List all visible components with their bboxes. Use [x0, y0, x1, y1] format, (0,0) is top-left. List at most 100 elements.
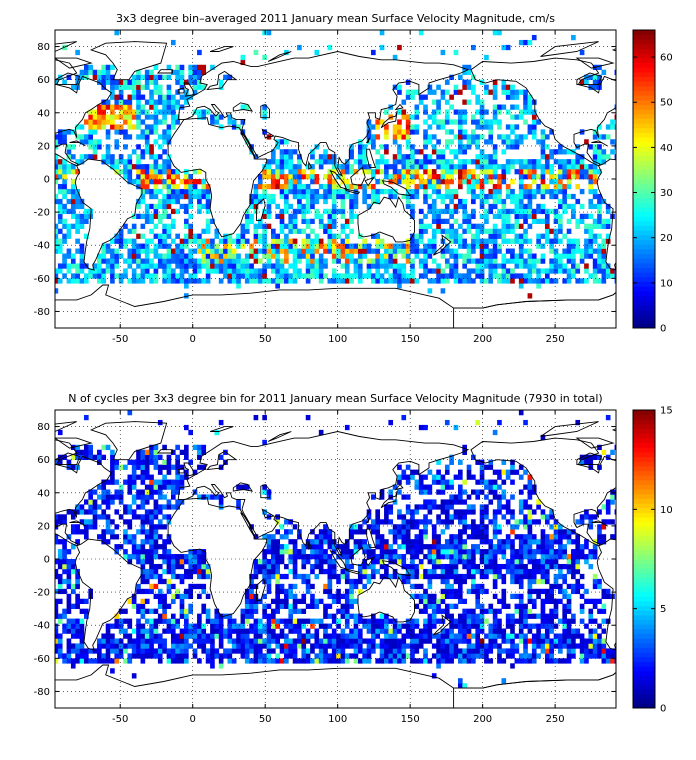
- bin-cell: [292, 623, 298, 629]
- bin-cell: [92, 124, 98, 130]
- bin-cell: [349, 563, 354, 570]
- bin-cell: [388, 648, 394, 654]
- bin-cell: [392, 174, 398, 180]
- bin-cell: [79, 258, 85, 264]
- bin-cell: [558, 164, 563, 170]
- bin-cell: [579, 554, 585, 560]
- bin-cell: [562, 233, 568, 239]
- bin-cell: [427, 243, 433, 249]
- bin-cell: [327, 248, 333, 254]
- bin-cell: [357, 149, 363, 155]
- bin-cell: [253, 598, 259, 604]
- bin-cell: [55, 134, 59, 140]
- bin-cell: [527, 658, 533, 664]
- bin-cell: [205, 633, 211, 639]
- bin-cell: [149, 559, 154, 565]
- bin-cell: [305, 188, 311, 195]
- bin-cell: [371, 188, 376, 195]
- bin-cell: [110, 94, 115, 100]
- bin-cell: [331, 213, 337, 220]
- bin-cell: [118, 154, 124, 160]
- bin-cell: [157, 243, 163, 249]
- bin-cell: [292, 174, 298, 180]
- bin-cell: [66, 623, 72, 629]
- bin-cell: [179, 563, 185, 570]
- bin-cell: [353, 598, 359, 604]
- bin-cell: [288, 628, 294, 634]
- bin-cell: [475, 109, 481, 115]
- bin-cell: [214, 618, 220, 624]
- bin-cell: [79, 253, 85, 259]
- bin-cell: [257, 653, 263, 659]
- bin-cell: [62, 554, 67, 560]
- bin-cell: [466, 648, 472, 654]
- bin-cell: [484, 139, 489, 145]
- bin-cell: [270, 633, 276, 639]
- bin-cell: [249, 268, 254, 274]
- bin-cell: [392, 638, 398, 644]
- bin-cell: [153, 653, 159, 659]
- bin-cell: [188, 248, 194, 254]
- coastline: [206, 70, 238, 91]
- bin-cell: [144, 164, 150, 170]
- bin-cell: [253, 653, 259, 659]
- bin-cell: [249, 248, 254, 254]
- bin-cell: [475, 618, 481, 624]
- bin-cell: [544, 144, 550, 150]
- bin-cell: [162, 559, 167, 565]
- bin-cell: [162, 273, 167, 279]
- bin-cell: [70, 563, 76, 570]
- bin-cell: [531, 554, 537, 560]
- bin-cell: [292, 638, 298, 644]
- bin-cell: [62, 193, 67, 200]
- bin-cell: [149, 633, 154, 639]
- bin-cell: [492, 613, 498, 619]
- bin-cell: [114, 84, 120, 90]
- bin-cell: [397, 559, 402, 565]
- bin-cell: [301, 593, 307, 600]
- bin-cell: [153, 554, 159, 560]
- bin-cell: [540, 164, 546, 170]
- bin-cell: [127, 134, 133, 140]
- bin-cell: [214, 653, 220, 659]
- bin-cell: [270, 544, 276, 550]
- bin-cell: [197, 583, 202, 590]
- bin-cell: [114, 549, 120, 555]
- bin-cell: [466, 248, 472, 254]
- bin-cell: [510, 554, 515, 560]
- bin-cell: [549, 544, 554, 550]
- bin-cell: [140, 633, 146, 639]
- bin-cell: [305, 198, 311, 205]
- bin-cell: [114, 544, 120, 550]
- bin-cell: [214, 228, 220, 234]
- bin-cell: [436, 268, 441, 274]
- bin-cell: [501, 588, 507, 595]
- bin-cell: [518, 89, 524, 95]
- bin-cell: [523, 104, 528, 110]
- bin-cell: [549, 658, 554, 664]
- bin-cell: [379, 243, 385, 249]
- bin-cell: [110, 529, 115, 535]
- bin-cell: [379, 30, 385, 36]
- bin-cell: [318, 258, 324, 264]
- bin-cell: [392, 628, 398, 634]
- bin-cell: [249, 613, 254, 619]
- bin-cell: [288, 174, 294, 180]
- bin-cell: [344, 164, 350, 170]
- bin-cell: [357, 648, 363, 654]
- bin-cell: [549, 258, 554, 264]
- bin-cell: [571, 193, 576, 200]
- bin-cell: [66, 228, 72, 234]
- bin-cell: [288, 583, 294, 590]
- bin-cell: [197, 554, 202, 560]
- bin-cell: [284, 573, 289, 580]
- bin-cell: [540, 144, 546, 150]
- bin-cell: [562, 554, 568, 560]
- bin-cell: [418, 248, 424, 254]
- bin-cell: [427, 618, 433, 624]
- bin-cell: [471, 84, 476, 90]
- bin-cell: [414, 593, 420, 600]
- bin-cell: [471, 643, 476, 649]
- bin-cell: [279, 598, 285, 604]
- bin-cell: [149, 144, 154, 150]
